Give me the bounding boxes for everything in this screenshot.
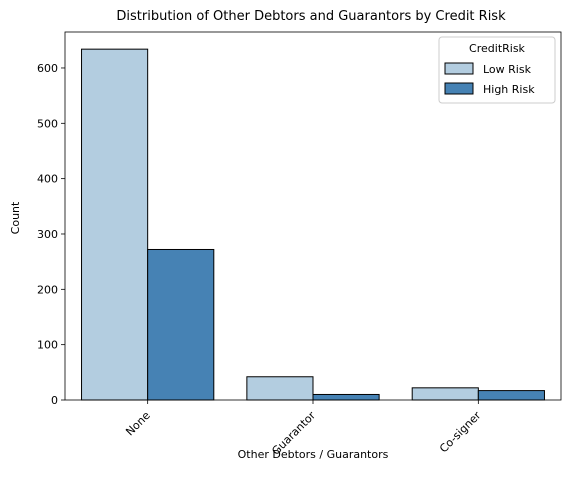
y-tick-label: 300: [37, 228, 58, 241]
y-tick-label: 200: [37, 283, 58, 296]
legend: CreditRisk Low Risk High Risk: [438, 36, 556, 104]
legend-label: High Risk: [483, 83, 535, 96]
legend-title: CreditRisk: [469, 42, 526, 55]
legend-label: Low Risk: [483, 63, 532, 76]
x-axis-label: Other Debtors / Guarantors: [238, 448, 389, 461]
bar-guarantor-high-risk: [312, 393, 380, 401]
y-axis-label: Count: [9, 201, 22, 234]
y-tick-label: 100: [37, 339, 58, 352]
chart-title: Distribution of Other Debtors and Guaran…: [116, 9, 506, 24]
bar-co-signer-low-risk: [411, 387, 479, 401]
plot-area: [64, 31, 562, 401]
x-tick-label: None: [123, 409, 153, 439]
y-tick-label: 0: [51, 394, 58, 407]
y-tick-label: 400: [37, 173, 58, 186]
x-tick-label: Co-signer: [437, 409, 484, 456]
legend-swatch: [444, 62, 474, 75]
y-tick-label: 500: [37, 117, 58, 130]
y-tick-label: 600: [37, 62, 58, 75]
bar-none-low-risk: [81, 48, 149, 401]
bar-co-signer-high-risk: [477, 390, 545, 401]
y-axis: 0 100 200 300 400 500 600: [37, 62, 65, 407]
bar-guarantor-low-risk: [246, 376, 314, 401]
bar-none-high-risk: [147, 248, 215, 401]
legend-swatch: [444, 82, 474, 95]
